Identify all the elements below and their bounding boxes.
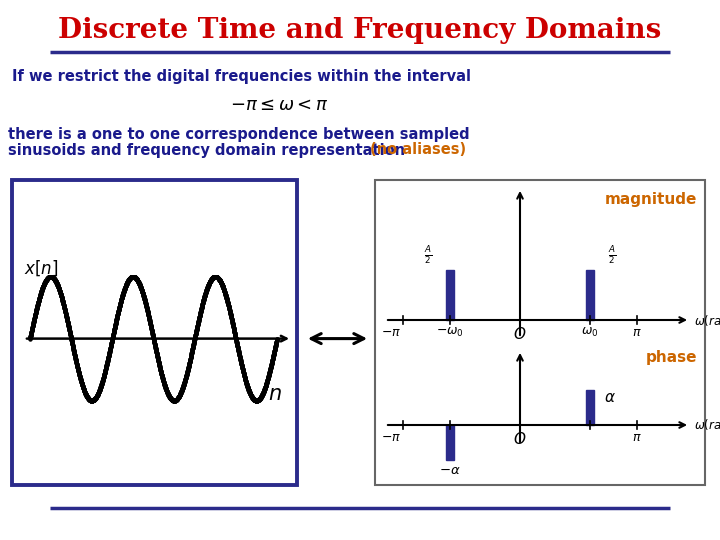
Text: phase: phase <box>646 350 697 365</box>
Text: $-\alpha$: $-\alpha$ <box>439 464 461 477</box>
Text: Discrete Time and Frequency Domains: Discrete Time and Frequency Domains <box>58 17 662 44</box>
Text: $\alpha$: $\alpha$ <box>604 390 616 405</box>
Text: $O$: $O$ <box>513 431 527 447</box>
Bar <box>12 180 297 485</box>
Text: $-\pi \leq \omega < \pi$: $-\pi \leq \omega < \pi$ <box>230 96 328 114</box>
Bar <box>446 270 454 320</box>
Text: $x[n]$: $x[n]$ <box>24 259 58 278</box>
Text: If we restrict the digital frequencies within the interval: If we restrict the digital frequencies w… <box>12 70 471 84</box>
Text: $\omega_0$: $\omega_0$ <box>581 326 599 339</box>
Text: $n$: $n$ <box>268 383 282 403</box>
Bar <box>586 270 594 320</box>
Text: $\frac{A}{2}$: $\frac{A}{2}$ <box>424 244 432 266</box>
Text: there is a one to one correspondence between sampled: there is a one to one correspondence bet… <box>8 126 469 141</box>
Text: $\frac{A}{2}$: $\frac{A}{2}$ <box>608 244 616 266</box>
Text: $\pi$: $\pi$ <box>632 326 642 339</box>
Text: $\omega(rad)$: $\omega(rad)$ <box>694 313 720 327</box>
Text: $\omega(rad)$: $\omega(rad)$ <box>694 417 720 433</box>
Text: $-\pi$: $-\pi$ <box>381 326 401 339</box>
Text: $-\pi$: $-\pi$ <box>381 431 401 444</box>
Text: $-\omega_0$: $-\omega_0$ <box>436 326 464 339</box>
Text: $\pi$: $\pi$ <box>632 431 642 444</box>
Text: magnitude: magnitude <box>605 192 697 207</box>
Text: sinusoids and frequency domain representation: sinusoids and frequency domain represent… <box>8 143 410 158</box>
Bar <box>586 390 594 425</box>
Bar <box>375 180 705 485</box>
Text: $O$: $O$ <box>513 326 527 342</box>
Bar <box>446 425 454 460</box>
Text: (no aliases): (no aliases) <box>370 143 466 158</box>
